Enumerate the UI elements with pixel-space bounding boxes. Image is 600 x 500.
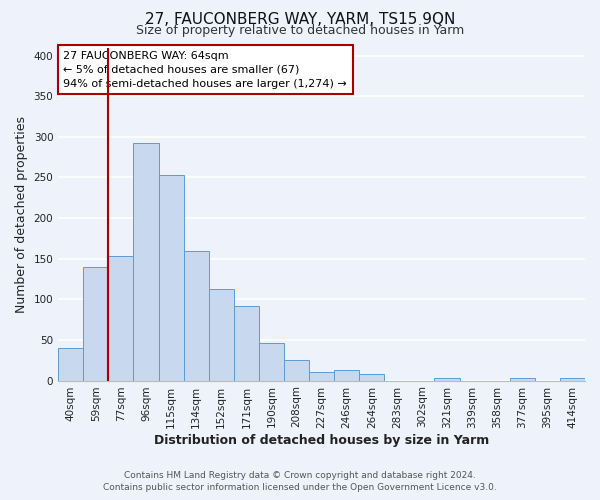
X-axis label: Distribution of detached houses by size in Yarm: Distribution of detached houses by size …: [154, 434, 489, 448]
Bar: [58, 348, 83, 380]
Bar: [434, 378, 460, 380]
Bar: [234, 306, 259, 380]
Text: 27, FAUCONBERG WAY, YARM, TS15 9QN: 27, FAUCONBERG WAY, YARM, TS15 9QN: [145, 12, 455, 28]
Bar: [184, 250, 209, 380]
Text: Contains HM Land Registry data © Crown copyright and database right 2024.
Contai: Contains HM Land Registry data © Crown c…: [103, 471, 497, 492]
Text: Size of property relative to detached houses in Yarm: Size of property relative to detached ho…: [136, 24, 464, 37]
Bar: [259, 343, 284, 380]
Bar: [359, 374, 385, 380]
Bar: [510, 378, 535, 380]
Bar: [83, 267, 109, 380]
Bar: [209, 289, 234, 380]
Y-axis label: Number of detached properties: Number of detached properties: [15, 116, 28, 312]
Bar: [133, 142, 158, 380]
Text: 27 FAUCONBERG WAY: 64sqm
← 5% of detached houses are smaller (67)
94% of semi-de: 27 FAUCONBERG WAY: 64sqm ← 5% of detache…: [64, 51, 347, 89]
Bar: [109, 256, 133, 380]
Bar: [284, 360, 309, 380]
Bar: [334, 370, 359, 380]
Bar: [309, 372, 334, 380]
Bar: [560, 378, 585, 380]
Bar: [158, 175, 184, 380]
